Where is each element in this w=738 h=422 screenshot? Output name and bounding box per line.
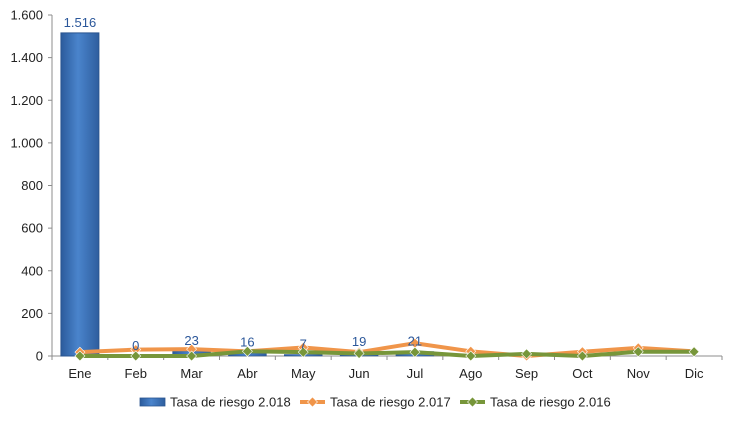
series-marker xyxy=(241,345,253,357)
x-tick-label: Feb xyxy=(125,366,147,381)
y-tick-label: 0 xyxy=(36,349,43,364)
legend-label: Tasa de riesgo 2.016 xyxy=(490,395,611,410)
y-tick-label: 1.000 xyxy=(10,135,43,150)
series-marker xyxy=(353,348,365,359)
x-tick-label: Oct xyxy=(572,366,593,381)
series-marker xyxy=(521,348,533,360)
legend-item: Tasa de riesgo 2.018 xyxy=(139,395,291,410)
legend-label: Tasa de riesgo 2.017 xyxy=(330,395,451,410)
series-line xyxy=(77,341,697,358)
y-tick-label: 1.400 xyxy=(10,50,43,65)
bar-data-label: 16 xyxy=(240,335,254,350)
x-tick-label: Nov xyxy=(627,366,651,381)
legend-marker xyxy=(467,396,478,408)
series-marker xyxy=(409,346,421,358)
x-tick-label: May xyxy=(291,366,316,381)
bar-data-label: 0 xyxy=(132,338,139,353)
x-tick-label: Sep xyxy=(515,366,538,381)
series-marker xyxy=(297,346,309,358)
x-tick-label: Mar xyxy=(180,366,203,381)
y-tick-label: 1.200 xyxy=(10,93,43,108)
bar xyxy=(60,32,100,357)
y-tick-label: 400 xyxy=(21,263,43,278)
series-marker xyxy=(688,346,700,358)
series-marker xyxy=(74,350,86,362)
x-axis: Ene Feb Mar Abr May Jun Jul Ago Sep Oct Nov Dic xyxy=(51,355,723,381)
y-axis: 0 200 400 600 800 1.000 1.200 1.400 1.600 xyxy=(10,8,53,364)
series-marker xyxy=(130,350,142,362)
series-marker xyxy=(186,350,198,362)
bar-data-label: 23 xyxy=(184,333,198,348)
y-tick-label: 200 xyxy=(21,306,43,321)
x-tick-label: Jun xyxy=(349,366,370,381)
legend-label: Tasa de riesgo 2.018 xyxy=(170,395,291,410)
legend-swatch xyxy=(139,397,166,407)
line-series xyxy=(74,337,700,362)
bar-series xyxy=(60,32,435,357)
data-labels: 1.516 0 23 16 7 19 21 xyxy=(64,15,423,353)
legend-item: Tasa de riesgo 2.017 xyxy=(300,395,451,410)
legend-marker xyxy=(307,396,318,408)
x-tick-label: Ago xyxy=(459,366,482,381)
x-tick-label: Ene xyxy=(68,366,91,381)
series-marker xyxy=(632,346,644,358)
y-tick-label: 1.600 xyxy=(10,8,43,23)
series-marker xyxy=(576,350,588,362)
series-line xyxy=(77,349,697,358)
y-tick-label: 800 xyxy=(21,178,43,193)
x-tick-label: Jul xyxy=(407,366,424,381)
bar-data-label: 1.516 xyxy=(64,15,97,30)
legend: Tasa de riesgo 2.018 Tasa de riesgo 2.017… xyxy=(139,395,611,410)
y-tick-label: 600 xyxy=(21,221,43,236)
bar-data-label: 21 xyxy=(408,334,422,349)
legend-item: Tasa de riesgo 2.016 xyxy=(460,395,611,410)
bar-data-label: 7 xyxy=(300,337,307,352)
x-tick-label: Dic xyxy=(685,366,704,381)
bar-data-label: 19 xyxy=(352,334,366,349)
x-tick-label: Abr xyxy=(237,366,258,381)
series-marker xyxy=(465,350,477,362)
